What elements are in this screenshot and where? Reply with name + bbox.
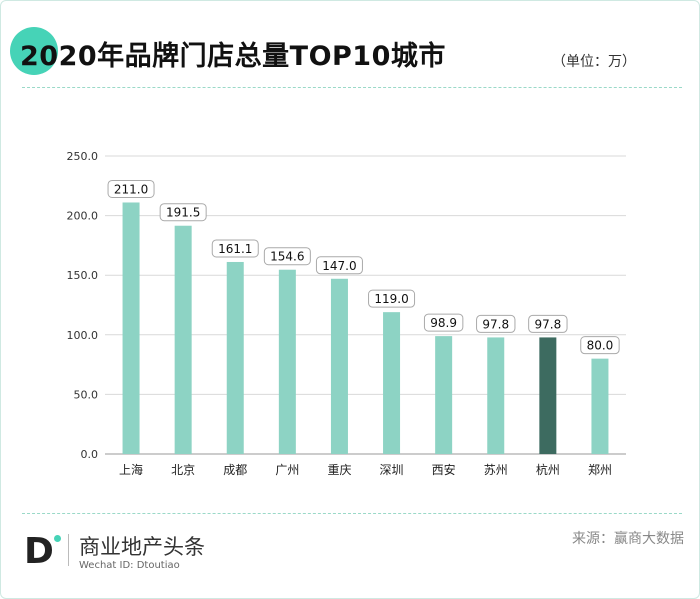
data-label: 147.0 [322, 259, 356, 273]
data-label: 97.8 [482, 317, 509, 331]
footer-divider [22, 513, 682, 514]
x-tick-label: 西安 [432, 462, 456, 477]
y-tick-label: 250.0 [67, 150, 99, 163]
x-tick-label: 广州 [275, 463, 299, 477]
data-label: 80.0 [587, 339, 614, 353]
y-tick-label: 0.0 [81, 448, 99, 461]
bar [330, 278, 348, 454]
y-tick-label: 200.0 [67, 210, 99, 223]
data-label: 154.6 [270, 250, 304, 264]
x-tick-label: 成都 [223, 463, 247, 477]
data-label-box [263, 247, 311, 266]
x-tick-label: 苏州 [484, 463, 508, 477]
data-label: 97.8 [534, 317, 561, 331]
y-tick-label: 100.0 [67, 329, 99, 342]
data-label-box [476, 314, 516, 333]
x-tick-label: 重庆 [327, 463, 351, 477]
data-label-box [423, 313, 464, 332]
y-tick-label: 50.0 [74, 388, 99, 401]
brand-name: 商业地产头条 [79, 535, 205, 559]
data-label: 98.9 [430, 316, 457, 330]
header-divider [22, 87, 682, 88]
x-tick-label: 深圳 [380, 463, 404, 477]
wechat-id: Wechat ID: Dtoutiao [79, 560, 180, 571]
bar [487, 337, 505, 454]
data-label-box [107, 179, 155, 198]
bar [278, 269, 296, 454]
bar [591, 358, 609, 454]
bar [383, 312, 401, 454]
bar [122, 202, 140, 454]
chart-title: 2020年品牌门店总量TOP10城市 [20, 41, 446, 72]
bar [435, 336, 453, 454]
brand-logo: D [24, 531, 54, 572]
data-label-box [528, 314, 568, 333]
brand-logo-dot [54, 535, 61, 542]
x-tick-label: 上海 [119, 462, 143, 477]
x-tick-label: 北京 [171, 463, 195, 477]
data-label-box [315, 256, 363, 275]
data-label-box [211, 239, 259, 258]
bar [174, 225, 192, 454]
y-tick-label: 150.0 [67, 269, 99, 282]
footer-separator [68, 534, 69, 566]
unit-label: （单位：万） [552, 54, 636, 70]
data-label: 211.0 [114, 182, 148, 196]
data-source: 来源：赢商大数据 [572, 531, 684, 547]
bar [539, 337, 557, 454]
title-accent-dot [10, 27, 58, 75]
bar [226, 261, 244, 454]
data-label-box [368, 289, 416, 308]
data-label: 191.5 [166, 206, 200, 220]
data-label: 119.0 [374, 292, 408, 306]
x-tick-label: 郑州 [588, 462, 612, 477]
data-label-box [580, 336, 620, 355]
data-label: 161.1 [218, 242, 252, 256]
x-tick-label: 杭州 [536, 462, 560, 477]
data-label-box [159, 203, 207, 222]
bar-chart: 0.0 50.0 100.0 150.0 200.0 250.0 211.0 上海 191.5 北… [67, 150, 626, 477]
